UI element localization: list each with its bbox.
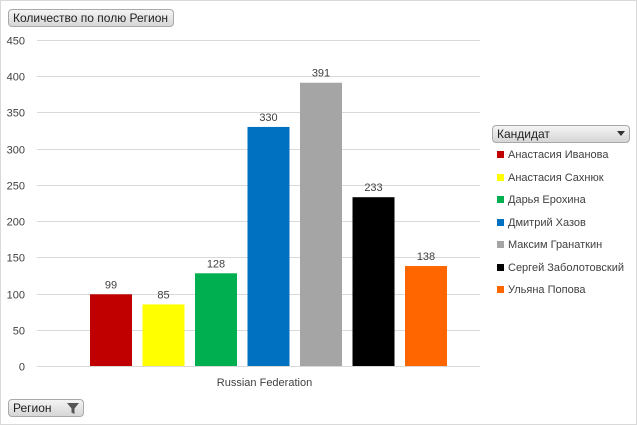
region-filter-label: Регион xyxy=(13,401,52,415)
legend-label: Сергей Заболотовский xyxy=(508,261,624,274)
legend-swatch xyxy=(497,241,504,248)
legend-label: Дарья Ерохина xyxy=(508,194,586,206)
legend-swatch xyxy=(497,263,504,271)
legend-swatch xyxy=(497,196,504,203)
y-tick-label: 400 xyxy=(7,72,25,84)
y-tick-label: 150 xyxy=(7,253,25,265)
bar xyxy=(405,266,447,366)
bar xyxy=(195,273,237,366)
legend-label: Максим Гранаткин xyxy=(508,239,603,251)
data-label: 99 xyxy=(105,279,117,291)
filter-icon xyxy=(67,403,79,414)
y-tick-label: 200 xyxy=(7,217,25,229)
y-tick-label: 350 xyxy=(7,108,25,120)
legend-swatch xyxy=(497,286,504,293)
y-tick-label: 100 xyxy=(7,290,25,302)
y-tick-label: 250 xyxy=(7,181,25,193)
y-tick-label: 0 xyxy=(19,362,25,374)
legend-label: Ульяна Попова xyxy=(508,284,586,296)
legend-filter-button[interactable]: Кандидат xyxy=(492,125,630,143)
region-filter-button[interactable]: Регион xyxy=(8,399,84,417)
data-label: 128 xyxy=(207,258,225,270)
chevron-down-icon xyxy=(617,131,625,136)
value-field-label: Количество по полю Регион xyxy=(13,11,169,25)
bar xyxy=(142,304,185,366)
legend-swatch xyxy=(497,151,504,158)
legend-label: Анастасия Иванова xyxy=(508,149,609,161)
y-tick-label: 300 xyxy=(7,145,25,157)
bar xyxy=(300,82,342,367)
bar xyxy=(352,197,395,366)
value-field-button[interactable]: Количество по полю Регион xyxy=(8,9,174,27)
y-tick-label: 50 xyxy=(13,326,25,338)
data-label: 391 xyxy=(312,68,330,80)
legend-label: Дмитрий Хазов xyxy=(508,216,586,229)
data-label: 85 xyxy=(157,289,169,301)
y-tick-label: 450 xyxy=(7,36,25,48)
legend-swatch xyxy=(497,218,504,226)
legend-title: Кандидат xyxy=(497,127,550,141)
data-label: 330 xyxy=(259,112,277,124)
legend-swatch xyxy=(497,173,504,181)
bar xyxy=(90,294,132,366)
data-label: 233 xyxy=(364,182,382,194)
x-category-label: Russian Federation xyxy=(217,377,312,389)
legend-label: Анастасия Сахнюк xyxy=(508,171,604,184)
bar xyxy=(247,126,290,366)
data-label: 138 xyxy=(417,251,435,263)
